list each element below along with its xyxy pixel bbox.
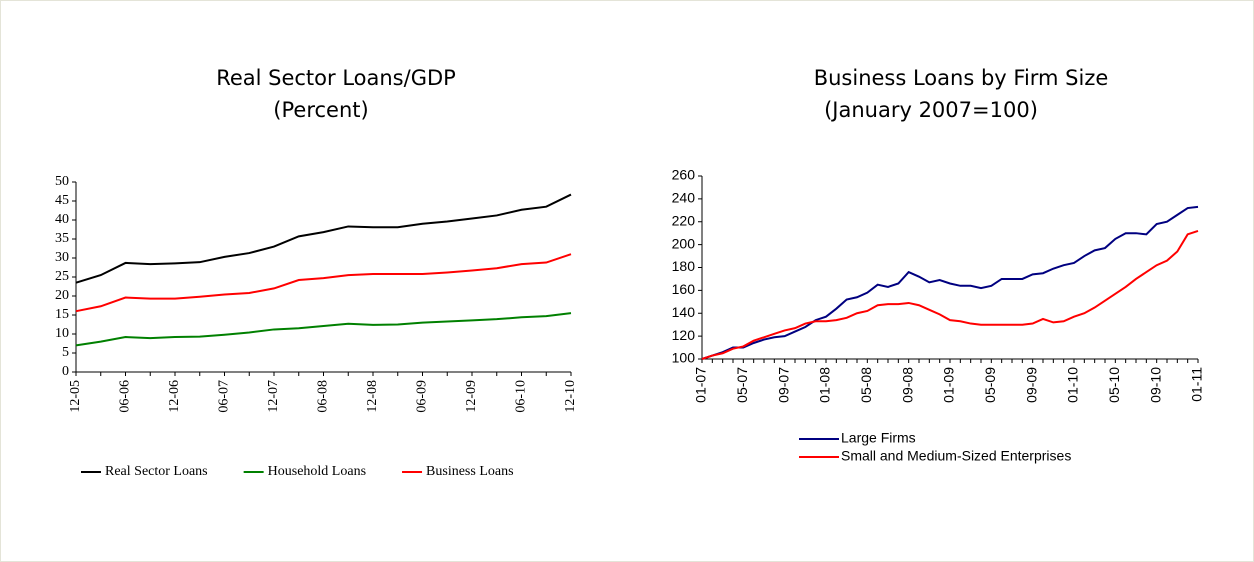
legend-label: Small and Medium-Sized Enterprises — [841, 448, 1071, 464]
y-tick-label: 10 — [55, 326, 69, 341]
x-tick-label: 06-06 — [118, 380, 133, 413]
y-tick-label: 50 — [55, 174, 69, 189]
y-tick-label: 240 — [672, 190, 696, 206]
x-tick-label: 12-06 — [167, 380, 182, 413]
legend-label: Large Firms — [841, 430, 916, 446]
series-line — [701, 205, 1199, 360]
y-tick-label: 140 — [672, 304, 696, 320]
x-tick-label: 05-09 — [982, 367, 998, 403]
x-tick-label: 12-08 — [365, 380, 380, 413]
y-tick-label: 30 — [55, 250, 69, 265]
x-tick-label: 06-08 — [316, 380, 331, 413]
x-tick-label: 12-07 — [266, 380, 281, 413]
chart-title: Business Loans by Firm Size — [814, 66, 1109, 90]
x-tick-label: 01-10 — [1065, 367, 1081, 403]
legend-label: Household Loans — [268, 464, 366, 479]
legend-label: Business Loans — [426, 464, 514, 479]
x-tick-label: 05-08 — [858, 367, 874, 403]
y-tick-label: 45 — [55, 193, 69, 208]
chart-subtitle: (January 2007=100) — [824, 98, 1038, 122]
y-tick-label: 0 — [62, 364, 69, 379]
y-tick-label: 5 — [62, 345, 69, 360]
x-tick-label: 12-05 — [68, 380, 83, 413]
series-line — [701, 229, 1199, 360]
chart-subtitle: (Percent) — [273, 98, 368, 122]
y-tick-label: 35 — [55, 231, 69, 246]
x-tick-label: 06-10 — [514, 380, 529, 413]
x-tick-label: 01-11 — [1189, 367, 1205, 402]
y-tick-label: 120 — [672, 327, 696, 343]
y-tick-label: 160 — [672, 281, 696, 297]
chart: Real Sector Loans/GDP (Percent) 0 5 10 15 20 25… — [55, 66, 578, 479]
y-tick-label: 180 — [672, 258, 696, 274]
x-tick-label: 01-09 — [941, 367, 957, 403]
x-tick-label: 09-07 — [775, 367, 791, 403]
chart-title: Real Sector Loans/GDP — [216, 66, 456, 90]
x-tick-label: 06-09 — [415, 380, 430, 413]
y-tick-label: 20 — [55, 288, 69, 303]
series-line — [75, 253, 572, 313]
series-line — [75, 312, 572, 347]
x-tick-label: 09-10 — [1147, 367, 1163, 403]
x-tick-label: 05-10 — [1106, 367, 1122, 403]
x-tick-label: 09-08 — [899, 367, 915, 403]
x-tick-label: 01-07 — [693, 367, 709, 403]
x-tick-label: 06-07 — [217, 380, 232, 413]
series-line — [75, 193, 572, 284]
legend-label: Real Sector Loans — [105, 464, 208, 479]
x-tick-label: 12-09 — [464, 380, 479, 413]
x-tick-label: 05-07 — [734, 367, 750, 403]
y-tick-label: 25 — [55, 269, 69, 284]
y-tick-label: 100 — [672, 350, 696, 366]
x-tick-label: 12-10 — [563, 380, 578, 413]
y-tick-label: 220 — [672, 212, 696, 228]
y-tick-label: 200 — [672, 235, 696, 251]
y-tick-label: 40 — [55, 212, 69, 227]
y-tick-label: 260 — [672, 167, 696, 183]
x-tick-label: 09-09 — [1023, 367, 1039, 403]
y-tick-label: 15 — [55, 307, 69, 322]
chart: Business Loans by Firm Size (January 2007… — [672, 66, 1205, 464]
x-tick-label: 01-08 — [817, 367, 833, 403]
